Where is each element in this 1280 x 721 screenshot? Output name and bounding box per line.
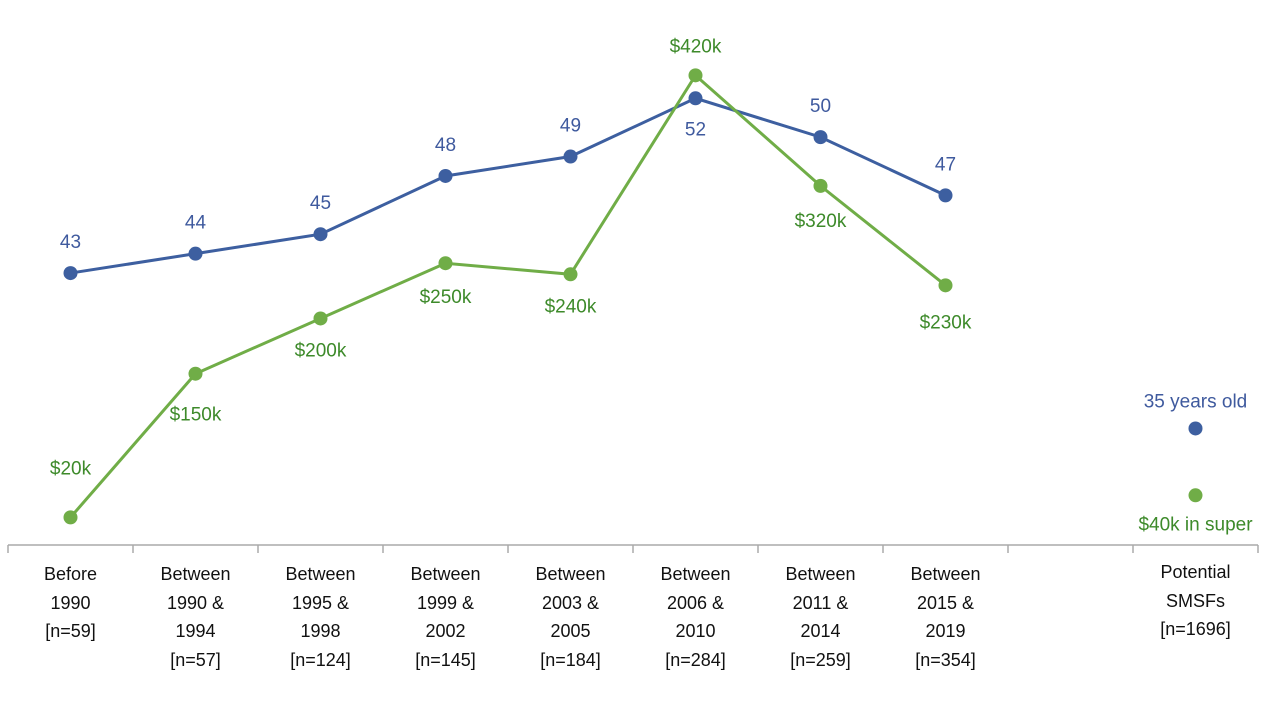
marker <box>313 311 328 326</box>
x-tick-label: Between 1995 & 1998 [n=124] <box>285 564 356 670</box>
data-label: $420k <box>670 36 722 57</box>
data-label: 48 <box>435 135 456 156</box>
data-label: $320k <box>795 211 847 232</box>
marker <box>688 91 703 106</box>
line <box>70 96 947 275</box>
data-label: $20k <box>50 458 92 479</box>
marker <box>188 366 203 381</box>
marker <box>813 130 828 145</box>
marker <box>563 149 578 164</box>
marker <box>438 256 453 271</box>
legend-label: $40k in super <box>1138 514 1253 535</box>
data-label: $240k <box>545 296 597 317</box>
x-tick-label: Between 2015 & 2019 [n=354] <box>910 564 981 670</box>
marker <box>438 168 453 183</box>
marker <box>563 267 578 282</box>
marker <box>688 68 703 83</box>
marker <box>1188 488 1203 503</box>
data-label: 52 <box>685 119 706 140</box>
marker <box>188 246 203 261</box>
marker <box>938 278 953 293</box>
x-tick-label: Potential SMSFs [n=1696] <box>1160 562 1231 639</box>
data-label: $230k <box>920 312 972 333</box>
legend-label: 35 years old <box>1144 391 1248 412</box>
data-label: 44 <box>185 213 207 234</box>
data-label: 47 <box>935 154 956 175</box>
marker <box>813 178 828 193</box>
x-tick-label: Before 1990 [n=59] <box>43 564 98 641</box>
marker <box>63 510 78 525</box>
marker <box>63 266 78 281</box>
data-label: 43 <box>60 232 81 253</box>
x-tick-label: Between 1990 & 1994 [n=57] <box>160 564 231 670</box>
marker <box>313 227 328 242</box>
data-label: 50 <box>810 96 831 117</box>
x-tick-label: Between 2003 & 2005 [n=184] <box>535 564 606 670</box>
data-label: $250k <box>420 287 472 308</box>
line <box>69 73 947 519</box>
x-tick-label: Between 2006 & 2010 [n=284] <box>660 564 731 670</box>
x-tick-label: Between 2011 & 2014 [n=259] <box>785 564 856 670</box>
data-label: $200k <box>295 340 347 361</box>
marker <box>938 188 953 203</box>
data-label: $150k <box>170 405 222 426</box>
x-tick-label: Between 1999 & 2002 [n=145] <box>410 564 481 670</box>
data-label: 45 <box>310 193 331 214</box>
data-label: 49 <box>560 116 581 137</box>
marker <box>1188 421 1203 436</box>
